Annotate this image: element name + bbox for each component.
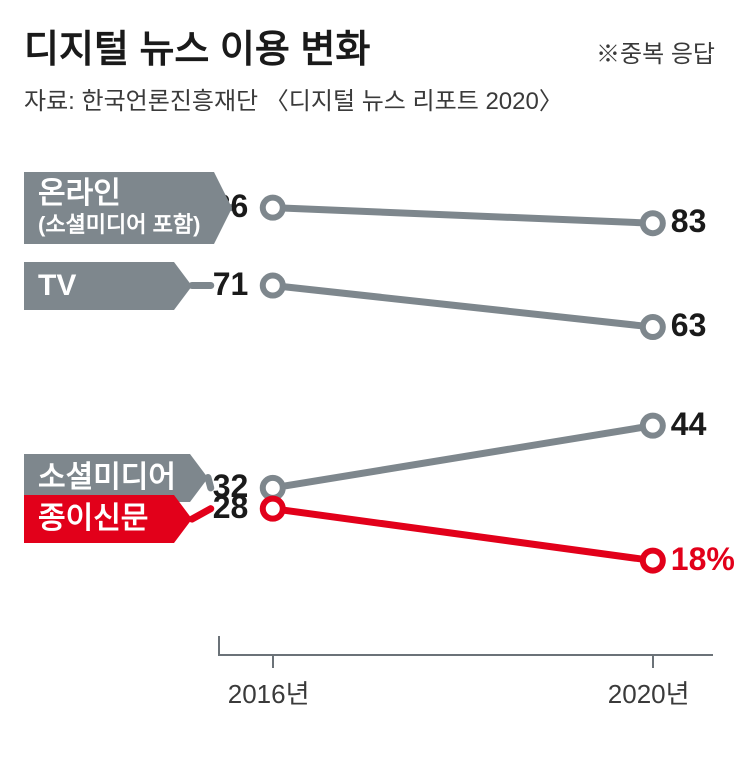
- series-value-end: 44: [671, 406, 707, 443]
- series-label: 온라인(소셜미디어 포함): [24, 172, 214, 244]
- x-axis-label: 2016년: [228, 674, 310, 711]
- chart-source: 자료: 한국언론진흥재단 〈디지털 뉴스 리포트 2020〉: [0, 81, 739, 130]
- x-tick: [652, 654, 654, 668]
- y-axis-stub: [218, 636, 220, 654]
- series-value-end: 63: [671, 307, 707, 344]
- series-value-start: 71: [213, 266, 249, 303]
- series-label: TV: [24, 262, 174, 310]
- chart-plot: 2016년2020년8683온라인(소셜미디어 포함)7163TV3244소셜미…: [24, 135, 715, 719]
- series-value-start: 28: [213, 489, 249, 526]
- x-axis-label: 2020년: [608, 674, 690, 711]
- chart-title: 디지털 뉴스 이용 변화: [24, 18, 370, 73]
- series-value-end: 83: [671, 203, 707, 240]
- chart-note: ※중복 응답: [596, 34, 715, 69]
- series-label: 종이신문: [24, 495, 174, 543]
- x-tick: [272, 654, 274, 668]
- x-axis: [218, 654, 713, 656]
- series-value-end: 18%: [671, 541, 735, 578]
